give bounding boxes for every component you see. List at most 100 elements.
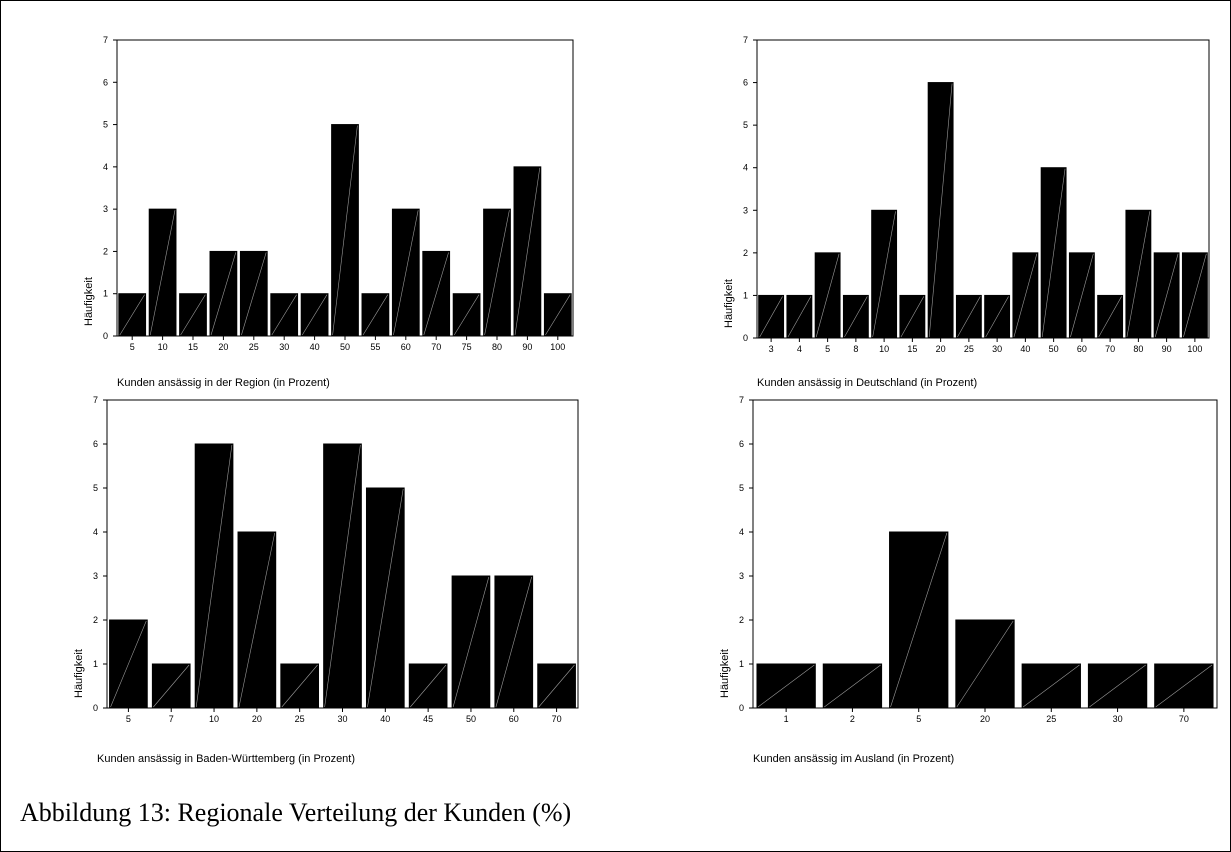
x-tick-label: 20 <box>218 342 228 352</box>
y-tick-label: 3 <box>739 571 744 581</box>
y-tick-label: 3 <box>743 205 748 215</box>
y-tick-label: 2 <box>103 246 108 256</box>
bar-diagonal <box>180 294 206 336</box>
x-tick-label: 20 <box>936 344 946 354</box>
x-tick-label: 15 <box>188 342 198 352</box>
y-tick-label: 7 <box>93 395 98 405</box>
y-tick-label: 5 <box>103 120 108 130</box>
x-tick-label: 70 <box>552 714 562 724</box>
chart-deutschland: 0 1 2 3 4 5 6 7 Häufigkeit 3 4 5 8 10 15 20 25 30 40 50 60 70… <box>705 30 1225 390</box>
y-axis-label: Häufigkeit <box>723 279 735 328</box>
y-tick-label: 4 <box>103 162 108 172</box>
x-tick-label: 20 <box>980 714 990 724</box>
bar-diagonal <box>545 294 571 336</box>
y-tick-label: 4 <box>743 163 748 173</box>
x-tick-label: 10 <box>209 714 219 724</box>
x-tick-label: 40 <box>310 342 320 352</box>
bar-diagonal <box>495 576 532 708</box>
x-tick-label: 30 <box>1113 714 1123 724</box>
y-tick-label: 6 <box>739 439 744 449</box>
x-tick-label: 45 <box>423 714 433 724</box>
chart-region: 0 1 2 3 4 5 6 7 Häufigkeit 5 10 15 20 25 30 40 50 55 60 70 7… <box>55 30 585 390</box>
bar-diagonal <box>985 296 1009 338</box>
bar-diagonal <box>149 210 176 336</box>
x-tick-label: 1 <box>784 714 789 724</box>
bar-diagonal <box>324 444 361 708</box>
bar-diagonal <box>119 294 145 336</box>
x-tick-label: 8 <box>853 344 858 354</box>
x-tick-label: 70 <box>1179 714 1189 724</box>
x-tick-label: 5 <box>825 344 830 354</box>
bar-diagonal <box>271 294 297 336</box>
y-tick-label: 5 <box>743 120 748 130</box>
y-tick-label: 7 <box>103 35 108 45</box>
y-axis-label: Häufigkeit <box>73 649 85 698</box>
bar-diagonal <box>195 444 233 708</box>
y-tick-label: 6 <box>103 77 108 87</box>
bar-diagonal <box>1089 664 1146 708</box>
y-tick-label: 1 <box>103 289 108 299</box>
x-tick-label: 90 <box>1162 344 1172 354</box>
y-tick-label: 2 <box>739 615 744 625</box>
x-tick-label: 5 <box>916 714 921 724</box>
x-tick-label: 40 <box>1020 344 1030 354</box>
y-tick-label: 0 <box>743 333 748 343</box>
y-tick-label: 0 <box>739 703 744 713</box>
y-axis-label: Häufigkeit <box>719 649 731 698</box>
y-tick-label: 3 <box>93 571 98 581</box>
x-tick-label: 10 <box>879 344 889 354</box>
bar-diagonal <box>1070 253 1094 338</box>
x-tick-label: 7 <box>169 714 174 724</box>
bar-diagonal <box>281 664 318 708</box>
figure-caption: Abbildung 13: Regionale Verteilung der K… <box>20 798 572 827</box>
y-tick-label: 0 <box>103 331 108 341</box>
bar-diagonal <box>238 532 275 708</box>
x-tick-label: 25 <box>1046 714 1056 724</box>
x-tick-label: 25 <box>249 342 259 352</box>
y-tick-label: 3 <box>103 204 108 214</box>
x-tick-label: 5 <box>130 342 135 352</box>
bar-diagonal <box>1098 296 1122 338</box>
bar-diagonal <box>110 620 147 708</box>
y-tick-label: 2 <box>93 615 98 625</box>
y-axis-label: Häufigkeit <box>83 277 95 326</box>
x-tick-label: 20 <box>252 714 262 724</box>
y-tick-label: 7 <box>743 35 748 45</box>
bar-diagonal <box>538 664 575 708</box>
bar-diagonal <box>514 167 541 336</box>
x-tick-label: 60 <box>509 714 519 724</box>
bar-diagonal <box>453 294 480 336</box>
x-tick-label: 2 <box>850 714 855 724</box>
x-axis-label: Kunden ansässig in Deutschland (in Proze… <box>757 377 977 389</box>
y-tick-label: 4 <box>93 527 98 537</box>
bar-diagonal <box>452 576 490 708</box>
y-tick-label: 6 <box>743 78 748 88</box>
bar-diagonal <box>1041 168 1066 338</box>
x-tick-label: 60 <box>1077 344 1087 354</box>
x-tick-label: 75 <box>462 342 472 352</box>
x-tick-label: 100 <box>550 342 565 352</box>
x-axis-label: Kunden ansässig in Baden-Württemberg (in… <box>97 753 355 765</box>
bar-diagonal <box>1183 253 1207 338</box>
bar-diagonal <box>900 296 925 338</box>
x-tick-label: 30 <box>337 714 347 724</box>
bar-diagonal <box>890 532 948 708</box>
bar-diagonal <box>393 210 419 336</box>
bar-diagonal <box>367 488 404 708</box>
bar-diagonal <box>484 210 510 336</box>
y-tick-label: 4 <box>739 527 744 537</box>
x-tick-label: 90 <box>522 342 532 352</box>
x-axis-label: Kunden ansässig in der Region (in Prozen… <box>117 377 330 389</box>
plot-frame <box>756 39 1210 339</box>
x-tick-label: 70 <box>431 342 441 352</box>
x-tick-label: 15 <box>907 344 917 354</box>
x-tick-label: 25 <box>964 344 974 354</box>
bar-diagonal <box>757 664 815 708</box>
x-tick-label: 50 <box>340 342 350 352</box>
y-tick-label: 2 <box>743 248 748 258</box>
bar-diagonal <box>301 294 328 336</box>
bar-diagonal <box>956 620 1014 708</box>
x-tick-label: 50 <box>1049 344 1059 354</box>
bar-diagonal <box>210 252 237 336</box>
x-tick-label: 5 <box>126 714 131 724</box>
